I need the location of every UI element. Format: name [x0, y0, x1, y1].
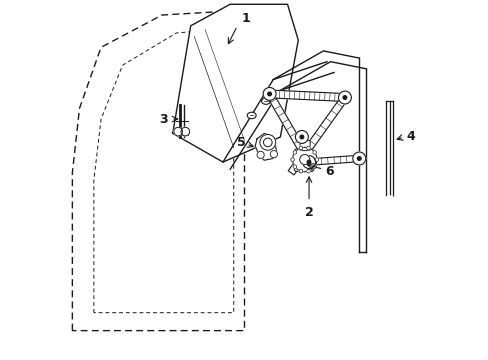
Polygon shape [266, 92, 311, 164]
Text: 2: 2 [304, 206, 313, 219]
Circle shape [292, 165, 296, 168]
Circle shape [270, 150, 277, 158]
Circle shape [299, 154, 309, 165]
Ellipse shape [247, 112, 256, 119]
Text: 6: 6 [325, 165, 333, 177]
Circle shape [352, 152, 365, 165]
Circle shape [292, 147, 316, 172]
Circle shape [174, 127, 182, 136]
Circle shape [263, 87, 276, 100]
Circle shape [306, 160, 310, 164]
Circle shape [263, 138, 271, 147]
Text: 4: 4 [406, 130, 415, 144]
Polygon shape [269, 90, 345, 102]
Circle shape [357, 157, 360, 160]
Circle shape [343, 96, 346, 99]
Circle shape [299, 146, 302, 150]
Polygon shape [172, 4, 298, 162]
Circle shape [338, 91, 351, 104]
Circle shape [314, 158, 318, 161]
Circle shape [302, 156, 315, 168]
Circle shape [299, 169, 302, 173]
Circle shape [383, 196, 395, 207]
Polygon shape [255, 134, 276, 160]
Circle shape [292, 150, 296, 154]
Polygon shape [287, 95, 347, 175]
Polygon shape [308, 155, 359, 165]
Circle shape [267, 92, 271, 96]
Text: 1: 1 [242, 12, 250, 25]
Circle shape [295, 131, 308, 143]
FancyBboxPatch shape [300, 140, 309, 150]
Circle shape [300, 135, 303, 139]
Circle shape [257, 151, 264, 158]
Ellipse shape [261, 98, 270, 104]
Circle shape [312, 165, 316, 168]
Text: 5: 5 [236, 136, 245, 149]
Circle shape [312, 150, 316, 154]
Circle shape [181, 127, 189, 136]
Text: 3: 3 [159, 113, 167, 126]
FancyBboxPatch shape [294, 149, 313, 171]
Circle shape [290, 158, 294, 161]
Circle shape [306, 146, 310, 150]
Circle shape [260, 134, 275, 150]
Circle shape [306, 169, 310, 173]
